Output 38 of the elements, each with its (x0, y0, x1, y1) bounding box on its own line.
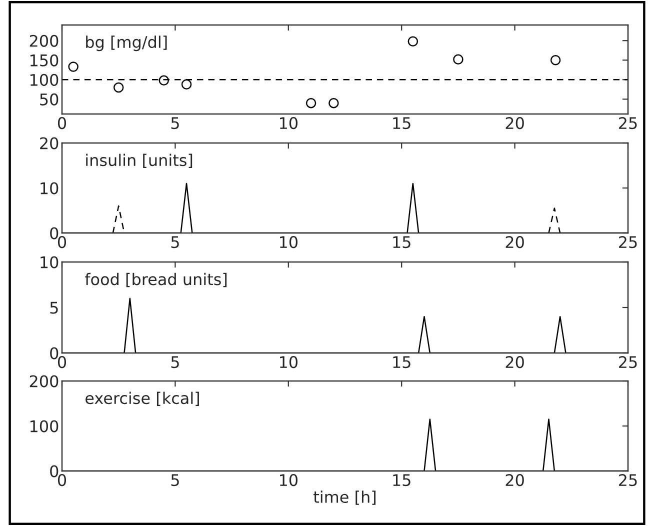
y-tick-label: 10 (40, 182, 58, 194)
y-tick-label: 5 (50, 302, 58, 314)
x-tick-label: 25 (619, 117, 637, 130)
x-axis-title: time [h] (314, 490, 376, 505)
x-tick-label: 25 (619, 474, 637, 486)
y-tick-label: 20 (40, 137, 58, 150)
x-tick-label: 10 (280, 236, 298, 248)
y-tick-label: 200 (30, 34, 58, 47)
text: bg [mg/dl] (86, 36, 167, 52)
x-tick-label: 15 (393, 356, 410, 368)
x-tick-label: 25 (619, 236, 637, 248)
y-tick-label: 0 (50, 227, 58, 240)
y-tick-label: 150 (30, 54, 58, 66)
x-tick-label: 25 (619, 356, 637, 368)
x-tick-label: 20 (506, 474, 524, 486)
x-tick-label: 10 (280, 356, 298, 368)
x-tick-label: 15 (393, 117, 410, 130)
y-tick-label: 50 (40, 93, 58, 106)
x-tick-label: 5 (171, 356, 179, 368)
y-tick-label: 100 (30, 74, 58, 86)
text: insulin [units] (86, 154, 192, 168)
x-tick-label: 15 (393, 474, 410, 486)
x-tick-label: 5 (171, 236, 179, 248)
y-tick-label: 0 (50, 465, 58, 478)
x-tick-label: 5 (171, 474, 179, 486)
text: food [bread units] (85, 272, 227, 288)
x-tick-label: 20 (506, 356, 524, 368)
x-tick-label: 20 (506, 117, 524, 130)
y-tick-label: 10 (40, 256, 58, 268)
text: exercise [kcal] (86, 392, 199, 406)
x-tick-label: 20 (506, 236, 524, 248)
y-tick-label: 200 (30, 375, 58, 388)
x-tick-label: 10 (280, 117, 298, 130)
x-tick-label: 10 (280, 474, 298, 486)
y-tick-label: 100 (30, 420, 58, 432)
x-tick-label: 15 (393, 236, 410, 248)
y-tick-label: 0 (50, 347, 58, 360)
x-tick-label: 5 (171, 117, 179, 130)
